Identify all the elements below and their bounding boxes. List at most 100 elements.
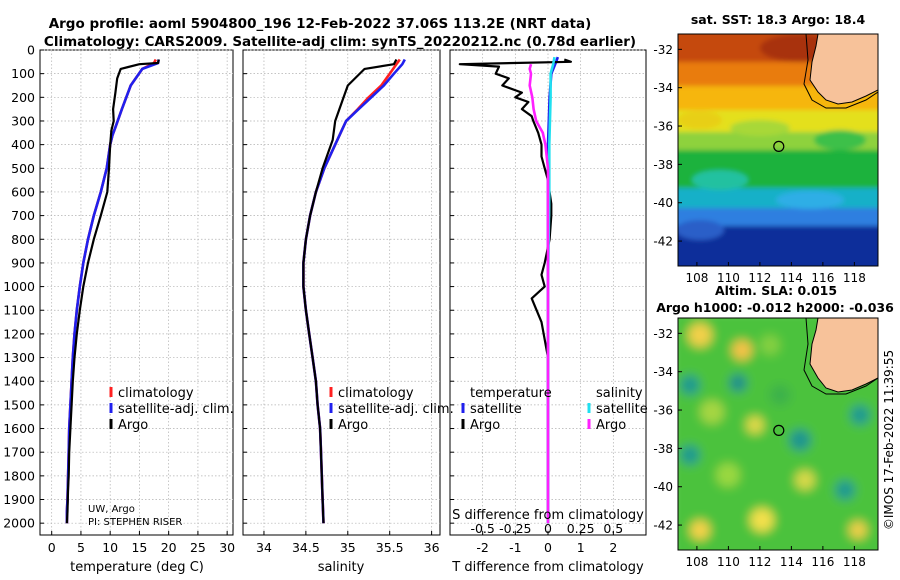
depth-tick-label: 1200 [3,326,35,341]
legend-label-argo: Argo [338,418,368,433]
salinity-series-group [302,58,406,524]
sla-map-xtick-label: 114 [780,555,803,569]
difference-xtick-label: 1 [577,540,585,555]
grid-layer [40,49,646,535]
series-layer [65,56,573,524]
sst-map-ytick-label: -38 [653,158,673,172]
sst-map-axes: 108 110 112 114 116 118 -32 -34 -36 -38 -40 -42 [653,43,865,285]
sla-map-xtick-label: 110 [717,555,740,569]
difference-series-group [458,56,573,524]
sla-map-axes: 108 110 112 114 116 118 -32 -34 -36 -38 -40 -42 [653,327,865,569]
sla-map-argo-marker [773,424,785,436]
legend-label-argo: Argo [118,418,148,433]
sst-map-landmass [809,34,878,105]
sla-map-xtick-label: 112 [748,555,771,569]
difference-top-xtick-label: 0.5 [603,521,623,536]
sla-map-ytick-label: -42 [653,519,673,533]
temperature-series-group [65,58,160,524]
difference-legend-salinity: salinity satellite Argo [587,386,648,433]
difference-top-xtick-label: -0.25 [499,521,531,536]
depth-tick-label: 1900 [3,492,35,507]
sst-map-ytick-label: -34 [653,81,673,95]
temperature-xtick-label: 15 [131,540,147,555]
difference-xtick-label: 0 [544,540,552,555]
sla-map-xtick-label: 118 [843,555,866,569]
depth-tick-label: 300 [11,113,35,128]
difference-top-xlabel: S difference from climatology [452,508,644,523]
sst-map-ytick-label: -36 [653,120,673,134]
sst-map-xtick-label: 108 [685,271,708,285]
sst-map-xtick-label: 118 [843,271,866,285]
sla-map-title: Altim. SLA: 0.015 [715,283,837,298]
depth-tick-label: 1600 [3,421,35,436]
sla-map-ytick-label: -40 [653,480,673,494]
depth-tick-label: 200 [11,90,35,105]
difference-top-xtick-label: 0.25 [567,521,595,536]
sla-map-ytick-label: -34 [653,365,673,379]
legend-heading-salinity: salinity [596,386,643,401]
sla-map-contour [803,318,878,395]
sla-map-image [678,318,878,550]
salinity-xtick-label: 35.5 [376,540,404,555]
legend-label-s-satellite: satellite [596,402,648,417]
depth-tick-label: 1000 [3,279,35,294]
depth-tick-label: 400 [11,137,35,152]
difference-legend-temperature: temperature satellite Argo [461,386,552,433]
difference-xtick-label: -2 [476,540,488,555]
temperature-legend: climatology satellite-adj. clim. Argo [109,386,234,433]
salinity-line-argo [302,58,398,524]
difference-line-s-argo [528,63,550,524]
difference-line-t-argo [458,58,573,524]
temperature-xtick-label: 30 [219,540,235,555]
sst-map-xtick-label: 114 [780,271,803,285]
depth-tick-label: 1800 [3,468,35,483]
sst-map-xtick-label: 110 [717,271,740,285]
figure-title-line2: Climatology: CARS2009. Satellite-adj cli… [44,34,636,50]
legend-heading-temperature: temperature [470,386,552,401]
temperature-xtick-label: 25 [190,540,206,555]
salinity-plot-frame [242,49,441,536]
legend-label-t-satellite: satellite [470,402,522,417]
sst-map-title: sat. SST: 18.3 Argo: 18.4 [691,12,866,27]
sst-map-xtick-label: 112 [748,271,771,285]
legend-label-s-argo: Argo [596,418,626,433]
sla-map-landmass [809,318,878,393]
salinity-xtick-label: 36 [424,540,440,555]
depth-tick-label: 900 [11,255,35,270]
salinity-xlabel: salinity [318,560,365,575]
sla-map-xtick-label: 108 [685,555,708,569]
difference-top-xtick-label: 0 [544,521,552,536]
depth-tick-label: 600 [11,184,35,199]
depth-tick-label: 1700 [3,445,35,460]
legend-label-climatology: climatology [338,386,414,401]
depth-tick-label: 1500 [3,397,35,412]
sla-map-ytick-label: -32 [653,327,673,341]
sst-map-ytick-label: -40 [653,196,673,210]
sst-map-contour [803,34,878,109]
depth-tick-label: 500 [11,161,35,176]
sla-map-frame [677,317,879,551]
temperature-line-argo [65,59,160,524]
temperature-plot-frame [39,49,234,536]
sla-map-ytick-label: -38 [653,442,673,456]
sla-map-subtitle: Argo h1000: -0.012 h2000: -0.036 [656,300,894,315]
sst-map-ytick-label: -42 [653,235,673,249]
copyright-text: ©IMOS 17-Feb-2022 11:39:55 [882,350,896,530]
depth-tick-label: 2000 [3,516,35,531]
sst-map-argo-marker [773,140,785,152]
difference-top-xtick-label: -0.5 [470,521,494,536]
temperature-xtick-label: 20 [161,540,177,555]
tick-layer: 0 5 10 15 20 25 300100200300400500600700800900… [3,43,623,556]
legend-label-climatology: climatology [118,386,194,401]
salinity-xtick-label: 34 [256,540,272,555]
legend-label-satellite: satellite-adj. clim. [338,402,454,417]
sst-map-frame [677,33,879,267]
attribution-line2: PI: STEPHEN RISER [88,517,182,528]
temperature-xlabel: temperature (deg C) [70,560,204,575]
salinity-legend: climatology satellite-adj. clim. Argo [329,386,454,433]
salinity-xtick-label: 35 [340,540,356,555]
difference-xtick-label: -1 [509,540,521,555]
difference-xlabel: T difference from climatology [451,560,644,575]
depth-tick-label: 100 [11,66,35,81]
sla-map-xtick-label: 116 [811,555,834,569]
